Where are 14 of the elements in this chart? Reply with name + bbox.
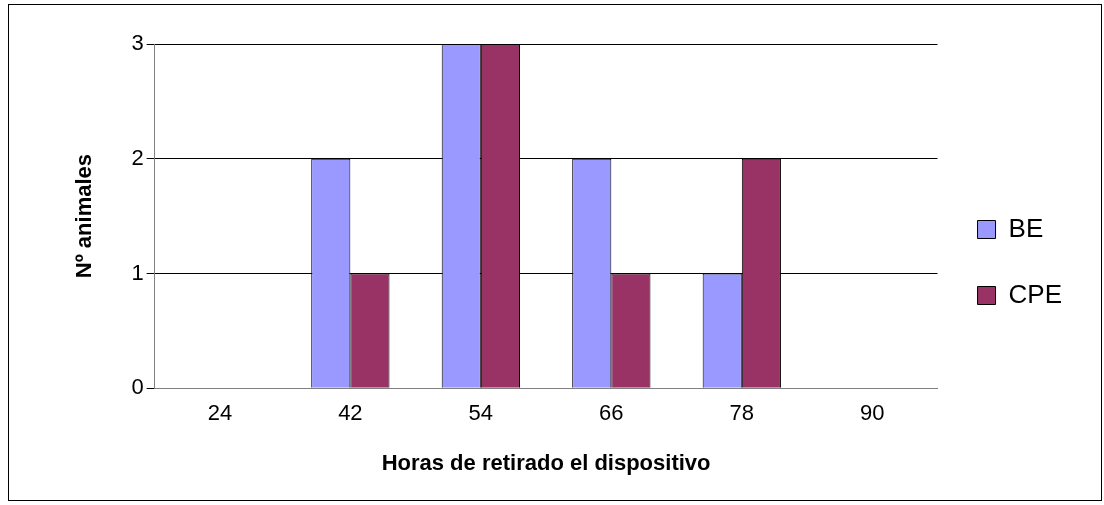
x-tick-label: 42 xyxy=(338,400,363,426)
x-tick-label: 78 xyxy=(729,400,755,426)
x-axis-title: Horas de retirado el dispositivo xyxy=(381,449,711,475)
y-tick-label: 3 xyxy=(131,30,144,56)
legend-label: BE xyxy=(1008,212,1044,243)
x-tick-label: 90 xyxy=(860,400,885,426)
legend-label: CPE xyxy=(1008,278,1063,309)
y-axis-title: Nº animales xyxy=(71,154,97,279)
y-tick-label: 0 xyxy=(131,374,144,400)
y-tick-label: 2 xyxy=(131,144,144,170)
y-tick-label: 1 xyxy=(131,259,144,285)
x-tick-label: 54 xyxy=(468,400,494,426)
x-tick-label: 24 xyxy=(207,400,233,426)
x-tick-label: 66 xyxy=(599,400,624,426)
